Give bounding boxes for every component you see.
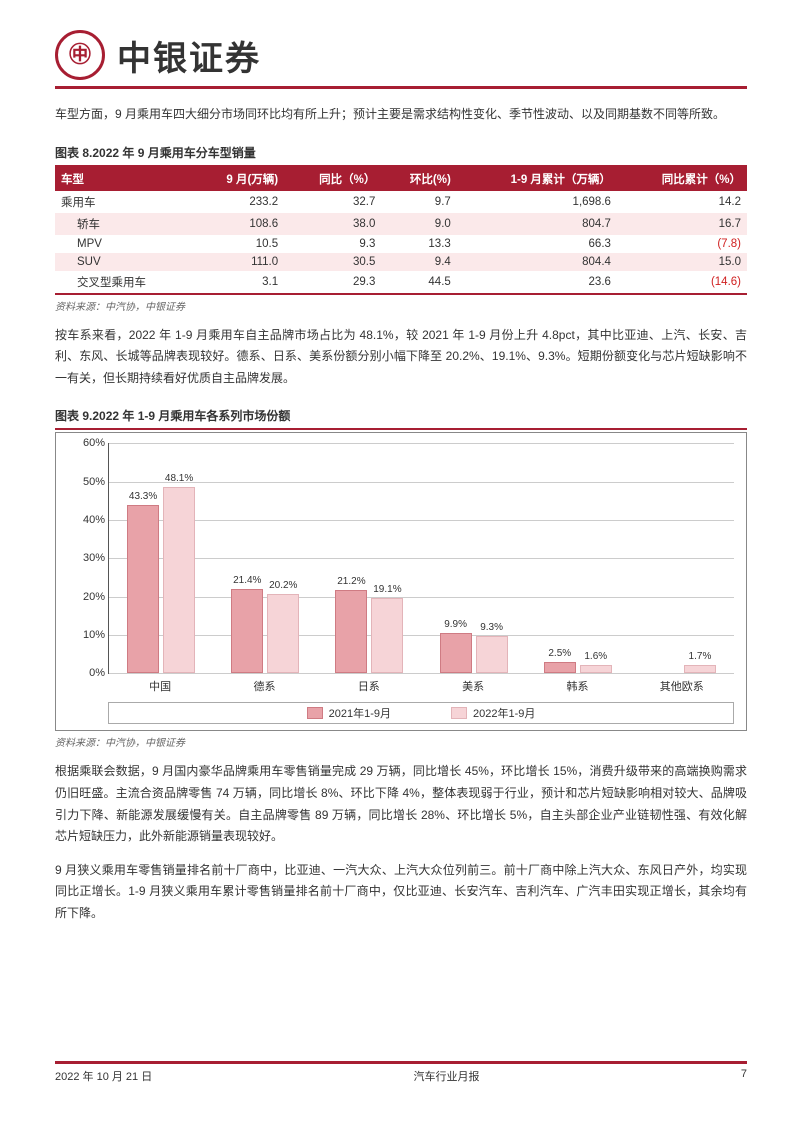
chart9-xlabel: 德系	[212, 678, 316, 694]
table8-cell: 108.6	[193, 213, 284, 235]
brand-logo: ㊥	[55, 30, 105, 80]
chart9-legend-item: 2021年1-9月	[307, 705, 391, 721]
table8-cell: 9.0	[381, 213, 456, 235]
table8-cell: (7.8)	[617, 235, 747, 253]
chart9-ylabel: 50%	[71, 476, 105, 488]
paragraph-1: 车型方面，9 月乘用车四大细分市场同环比均有所上升；预计主要是需求结构性变化、季…	[55, 104, 747, 126]
chart9-source: 资料来源：中汽协，中银证券	[55, 734, 747, 749]
table8-col-1: 9 月(万辆)	[193, 167, 284, 191]
chart9-title: 图表 9.2022 年 1-9 月乘用车各系列市场份额	[55, 407, 747, 430]
brand-name: 中银证券	[117, 31, 261, 80]
table8-cell: 804.7	[457, 213, 617, 235]
table8-cell: 804.4	[457, 253, 617, 271]
chart9-bar: 1.6%	[580, 665, 612, 673]
chart9-bar: 20.2%	[267, 594, 299, 673]
table8-cell: 9.3	[284, 235, 381, 253]
chart9-xlabel: 韩系	[525, 678, 629, 694]
chart9-bar-label: 21.4%	[233, 575, 261, 586]
chart9-bar-label: 1.6%	[584, 651, 607, 662]
chart9-bar: 21.2%	[335, 590, 367, 673]
table8-col-4: 1-9 月累计（万辆）	[457, 167, 617, 191]
chart9-xlabel: 日系	[317, 678, 421, 694]
chart9-bar: 48.1%	[163, 487, 195, 673]
table8-cell: 23.6	[457, 271, 617, 293]
table8-cell: (14.6)	[617, 271, 747, 293]
chart9-bar-label: 48.1%	[165, 473, 193, 484]
table8-cell: MPV	[55, 235, 193, 253]
chart9-bar: 19.1%	[371, 598, 403, 673]
chart9-bar: 1.7%	[684, 665, 716, 674]
chart9-bar-label: 43.3%	[129, 491, 157, 502]
chart9-bar-label: 1.7%	[689, 651, 712, 662]
table8-cell: 1,698.6	[457, 191, 617, 213]
chart9-xlabel: 其他欧系	[630, 678, 734, 694]
chart9-bar-label: 20.2%	[269, 580, 297, 591]
footer-doc-title: 汽车行业月报	[414, 1068, 480, 1084]
table8-cell: 10.5	[193, 235, 284, 253]
table8: 车型9 月(万辆)同比（%）环比(%)1-9 月累计（万辆）同比累计（%） 乘用…	[55, 167, 747, 293]
table8-cell: 111.0	[193, 253, 284, 271]
table8-cell: 9.4	[381, 253, 456, 271]
chart9-bar-label: 21.2%	[337, 576, 365, 587]
table8-cell: 16.7	[617, 213, 747, 235]
paragraph-4: 9 月狭义乘用车零售销量排名前十厂商中，比亚迪、一汽大众、上汽大众位列前三。前十…	[55, 860, 747, 925]
paragraph-3: 根据乘联会数据，9 月国内豪华品牌乘用车零售销量完成 29 万辆，同比增长 45…	[55, 761, 747, 847]
table8-cell: 15.0	[617, 253, 747, 271]
table8-cell: 233.2	[193, 191, 284, 213]
table8-cell: 29.3	[284, 271, 381, 293]
table8-cell: 14.2	[617, 191, 747, 213]
table8-cell: 38.0	[284, 213, 381, 235]
table8-cell: 轿车	[55, 213, 193, 235]
chart9-ylabel: 60%	[71, 437, 105, 449]
chart9: 0%10%20%30%40%50%60%43.3%48.1%21.4%20.2%…	[55, 432, 747, 731]
chart9-bar-label: 9.3%	[480, 622, 503, 633]
page-header: ㊥ 中银证券	[55, 30, 747, 89]
table8-cell: SUV	[55, 253, 193, 271]
paragraph-2: 按车系来看，2022 年 1-9 月乘用车自主品牌市场占比为 48.1%，较 2…	[55, 325, 747, 390]
table8-cell: 66.3	[457, 235, 617, 253]
page-footer: 2022 年 10 月 21 日 汽车行业月报 7	[55, 1061, 747, 1084]
footer-page-number: 7	[741, 1068, 747, 1084]
table8-cell: 44.5	[381, 271, 456, 293]
logo-glyph: ㊥	[69, 44, 91, 66]
table8-cell: 32.7	[284, 191, 381, 213]
table8-col-5: 同比累计（%）	[617, 167, 747, 191]
chart9-xlabel: 美系	[421, 678, 525, 694]
table8-cell: 9.7	[381, 191, 456, 213]
chart9-bar: 9.3%	[476, 636, 508, 674]
footer-date: 2022 年 10 月 21 日	[55, 1068, 152, 1084]
table8-title: 图表 8.2022 年 9 月乘用车分车型销量	[55, 144, 747, 167]
chart9-bar: 43.3%	[127, 505, 159, 673]
chart9-bar: 9.9%	[440, 633, 472, 673]
table8-col-0: 车型	[55, 167, 193, 191]
table8-cell: 30.5	[284, 253, 381, 271]
chart9-ylabel: 20%	[71, 591, 105, 603]
chart9-xlabel: 中国	[108, 678, 212, 694]
chart9-legend-item: 2022年1-9月	[451, 705, 535, 721]
table8-cell: 3.1	[193, 271, 284, 293]
chart9-ylabel: 0%	[71, 667, 105, 679]
chart9-ylabel: 10%	[71, 629, 105, 641]
table8-col-3: 环比(%)	[381, 167, 456, 191]
chart9-bar-label: 9.9%	[444, 619, 467, 630]
table8-cell: 13.3	[381, 235, 456, 253]
chart9-bar: 21.4%	[231, 589, 263, 673]
table8-cell: 乘用车	[55, 191, 193, 213]
chart9-bar-label: 2.5%	[548, 648, 571, 659]
table8-source: 资料来源：中汽协，中银证券	[55, 298, 747, 313]
chart9-bar-label: 19.1%	[373, 584, 401, 595]
chart9-ylabel: 30%	[71, 552, 105, 564]
chart9-ylabel: 40%	[71, 514, 105, 526]
chart9-bar: 2.5%	[544, 662, 576, 674]
table8-col-2: 同比（%）	[284, 167, 381, 191]
table8-cell: 交叉型乘用车	[55, 271, 193, 293]
